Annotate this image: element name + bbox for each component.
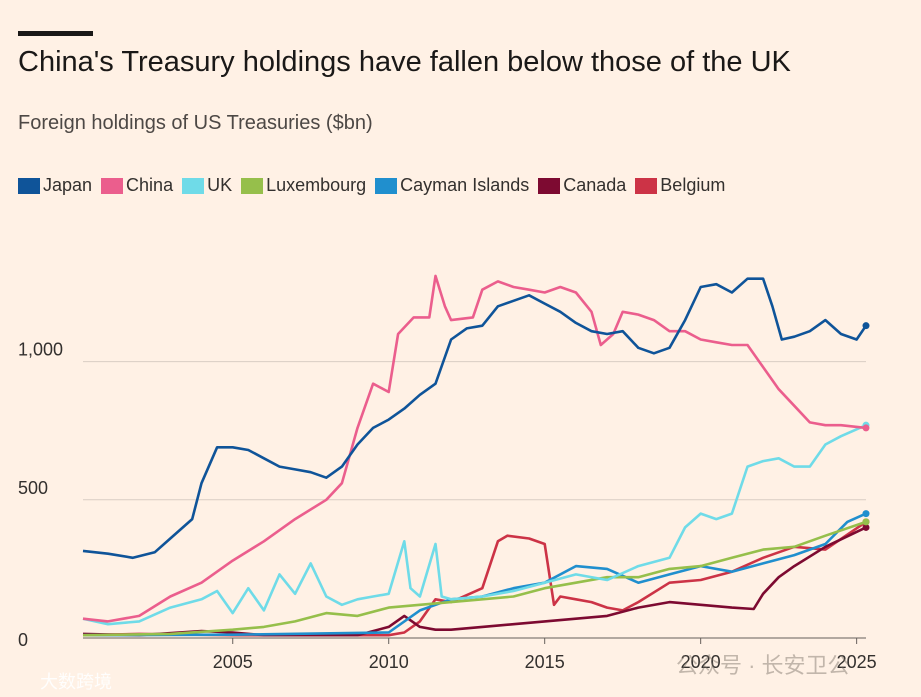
legend-swatch (182, 177, 205, 194)
legend-swatch (18, 177, 40, 194)
legend-item: Japan (18, 175, 92, 196)
legend-item: Luxembourg (241, 175, 366, 196)
legend-item: China (101, 175, 173, 196)
legend-label: Belgium (660, 175, 726, 195)
series-end-dot (862, 424, 870, 432)
watermark-wechat: 公众号 · 长安卫公 (676, 653, 850, 678)
legend-item: Belgium (635, 175, 725, 196)
legend-swatch (101, 177, 124, 194)
series-line-luxembourg (82, 520, 867, 637)
chart-subtitle: Foreign holdings of US Treasuries ($bn) (18, 112, 373, 134)
legend-label: Luxembourg (266, 175, 367, 195)
x-tick-label: 2020 (681, 652, 721, 672)
series-end-dot (862, 322, 870, 330)
ft-accent-bar (18, 31, 93, 36)
chart-title: China's Treasury holdings have fallen be… (18, 46, 791, 78)
legend-swatch (241, 177, 264, 194)
series-end-dot (862, 523, 870, 531)
legend-swatch (635, 177, 658, 194)
series-line-japan (82, 277, 868, 560)
legend: Japan China UK Luxembourg Cayman Islands Cana… (18, 175, 725, 196)
legend-item: Canada (538, 175, 626, 196)
y-tick-label: 1,000 (18, 340, 63, 360)
x-tick-label: 2015 (525, 652, 565, 672)
y-tick-label: 500 (18, 478, 48, 498)
legend-swatch (538, 177, 561, 194)
legend-item: Cayman Islands (375, 175, 529, 196)
x-tick-label: 2025 (837, 652, 877, 672)
series-line-belgium (82, 520, 867, 637)
legend-item: UK (182, 175, 232, 196)
series-end-dot (862, 518, 870, 526)
series-line-canada (82, 526, 867, 637)
y-tick-label: 0 (18, 630, 28, 650)
legend-swatch (375, 177, 398, 194)
series-end-dot (862, 510, 870, 518)
x-tick-label: 2010 (369, 652, 409, 672)
watermark-dashu: 大数跨境 (40, 672, 112, 692)
series-line-cayman-islands (82, 512, 867, 637)
x-tick-label: 2005 (213, 652, 253, 672)
legend-label: Canada (563, 175, 627, 195)
series-line-china (82, 274, 867, 623)
legend-label: UK (207, 175, 233, 195)
legend-label: China (126, 175, 174, 195)
legend-label: Cayman Islands (400, 175, 530, 195)
legend-label: Japan (43, 175, 93, 195)
series-line-uk (82, 424, 867, 626)
